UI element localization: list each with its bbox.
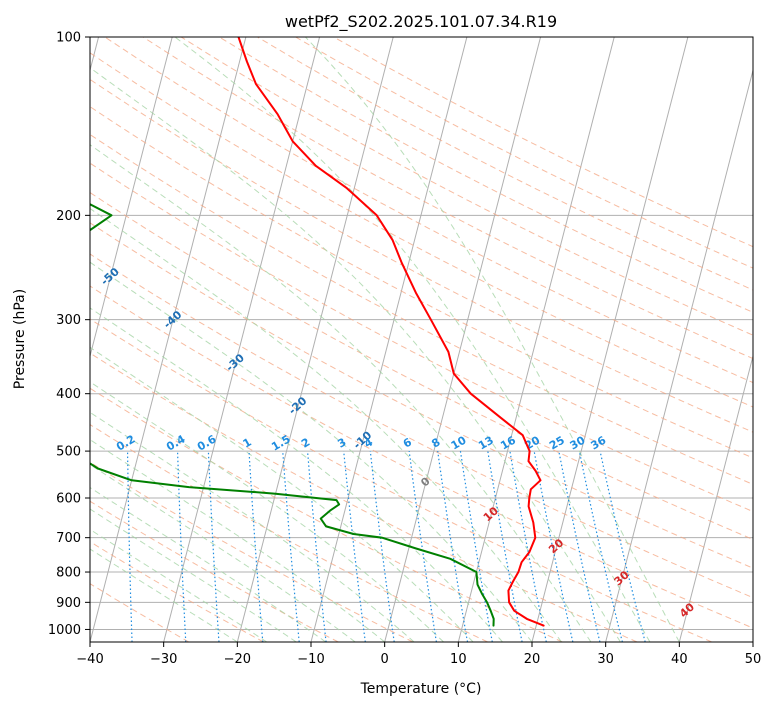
isotherm-line bbox=[605, 68, 753, 642]
dry-adiabat bbox=[90, 352, 638, 642]
profile-lines bbox=[90, 37, 545, 627]
moist-adiabat bbox=[90, 439, 386, 642]
pressure-grid bbox=[90, 37, 753, 630]
isotherm-line bbox=[163, 37, 321, 642]
isotherm-line bbox=[384, 37, 542, 642]
moist-adiabat bbox=[90, 67, 621, 642]
x-tick-label: 20 bbox=[524, 652, 541, 667]
dry-adiabat bbox=[90, 285, 753, 629]
mixing-ratio-line bbox=[437, 451, 469, 642]
moist-adiabat bbox=[174, 37, 651, 642]
y-tick-label: 1000 bbox=[48, 623, 81, 638]
mixing-ratio-line bbox=[578, 450, 623, 642]
temperature-profile bbox=[237, 37, 545, 627]
dry-adiabat bbox=[90, 318, 712, 642]
dry-adiabat bbox=[90, 52, 753, 408]
x-tick-label: −40 bbox=[76, 652, 103, 667]
moist-adiabat bbox=[90, 464, 356, 642]
isotherm-line bbox=[457, 37, 615, 642]
dewpoint-profile bbox=[90, 203, 495, 627]
mixing-ratio-line bbox=[248, 451, 264, 642]
y-tick-label: 600 bbox=[56, 492, 81, 507]
mixing-ratio-line bbox=[599, 450, 646, 642]
y-tick-label: 100 bbox=[56, 31, 81, 46]
y-tick-label: 500 bbox=[56, 445, 81, 460]
x-tick-label: −20 bbox=[224, 652, 251, 667]
moist-adiabat bbox=[305, 37, 680, 642]
dry-adiabat bbox=[90, 583, 190, 642]
moist-adiabat bbox=[90, 346, 474, 642]
moist-adiabats bbox=[90, 37, 680, 642]
chart-title: wetPf2_S202.2025.101.07.34.R19 bbox=[285, 12, 557, 32]
mixing-ratio-line bbox=[369, 451, 395, 642]
mixing-ratio-line bbox=[558, 450, 601, 642]
x-axis-label: Temperature (°C) bbox=[360, 681, 482, 697]
dry-adiabat bbox=[90, 253, 753, 599]
isotherm-line bbox=[678, 354, 753, 642]
moist-adiabat bbox=[90, 411, 415, 642]
isotherm-line bbox=[90, 37, 173, 359]
plot-area: -100-90-80-70-60-50-40-30-20-10010203040… bbox=[90, 37, 753, 642]
isotherm-line bbox=[531, 37, 689, 642]
isotherm-line bbox=[90, 37, 247, 642]
dry-adiabat bbox=[90, 387, 563, 642]
x-axis-ticks: −40 −30 −20 −10 0 10 20 30 40 50 bbox=[76, 642, 761, 667]
mixing-ratio-lines bbox=[127, 450, 646, 642]
dry-adiabat bbox=[90, 133, 753, 485]
y-tick-label: 800 bbox=[56, 566, 81, 581]
y-tick-label: 900 bbox=[56, 596, 81, 611]
y-tick-label: 200 bbox=[56, 209, 81, 224]
dry-adiabat bbox=[90, 162, 753, 513]
moist-adiabat bbox=[90, 381, 444, 642]
moist-adiabat bbox=[90, 261, 533, 642]
mixing-ratio-line bbox=[306, 451, 327, 642]
x-tick-label: 40 bbox=[671, 652, 688, 667]
x-tick-label: 0 bbox=[381, 652, 389, 667]
mixing-ratio-line bbox=[509, 450, 547, 642]
mixing-ratio-line bbox=[533, 450, 574, 642]
x-tick-label: 30 bbox=[597, 652, 614, 667]
x-tick-label: −10 bbox=[297, 652, 324, 667]
moist-adiabat bbox=[90, 207, 562, 642]
dry-adiabat bbox=[90, 461, 414, 642]
moist-adiabat bbox=[90, 307, 503, 642]
dry-adiabats bbox=[90, 37, 753, 642]
y-axis-ticks: 100 200 300 400 500 600 700 800 900 1000 bbox=[48, 31, 90, 638]
y-tick-label: 400 bbox=[56, 387, 81, 402]
moist-adiabat bbox=[90, 486, 326, 642]
dry-adiabat bbox=[180, 37, 753, 336]
isotherm-lines bbox=[90, 37, 753, 642]
isotherm-line bbox=[310, 37, 468, 642]
y-tick-label: 700 bbox=[56, 531, 81, 546]
moist-adiabat bbox=[90, 144, 592, 642]
mixing-ratio-line bbox=[343, 451, 366, 642]
y-axis-label: Pressure (hPa) bbox=[12, 289, 28, 389]
plot-frame bbox=[89, 36, 754, 643]
x-tick-label: 10 bbox=[450, 652, 467, 667]
dry-adiabat bbox=[219, 37, 753, 313]
isotherm-line bbox=[236, 37, 394, 642]
x-tick-label: −30 bbox=[150, 652, 177, 667]
dry-adiabat bbox=[104, 37, 753, 384]
y-tick-label: 300 bbox=[56, 313, 81, 328]
x-tick-label: 50 bbox=[745, 652, 762, 667]
mixing-ratio-line bbox=[408, 451, 437, 642]
